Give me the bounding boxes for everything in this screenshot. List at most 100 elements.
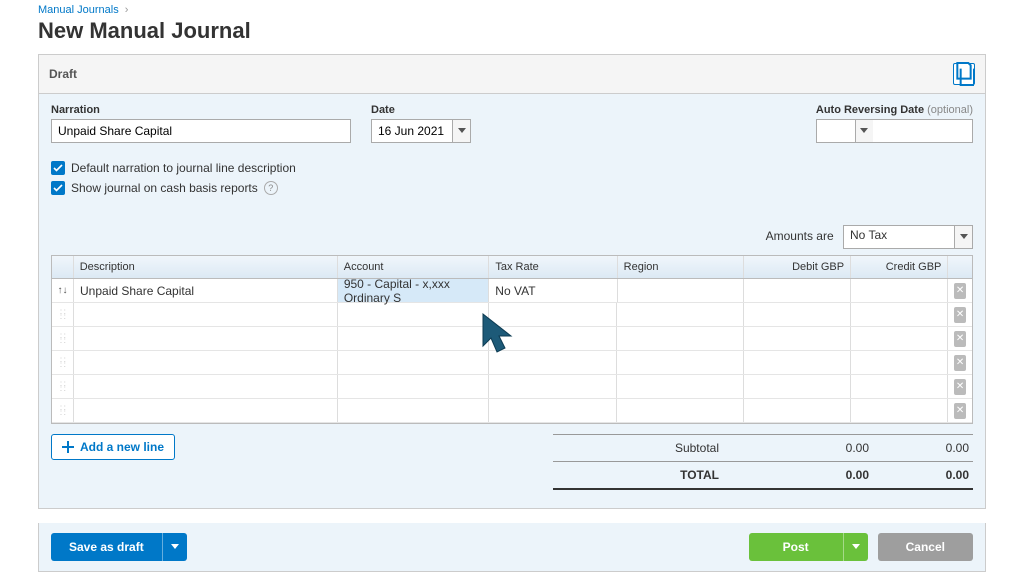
cell-delete: ✕ [948,375,972,398]
drag-handle[interactable]: ∷∷ [52,303,74,326]
amounts-are-value: No Tax [844,226,954,248]
add-line-button[interactable]: Add a new line [51,434,175,460]
copy-button[interactable] [953,63,975,85]
help-icon[interactable]: ? [264,181,278,195]
cell-region[interactable] [618,279,744,302]
date-field: Date [371,104,471,143]
cell-credit[interactable] [851,279,948,302]
narration-field: Narration [51,104,351,143]
drag-handle[interactable]: ↑↓ [52,279,74,302]
cell-tax-rate[interactable] [489,327,617,350]
delete-row-button[interactable]: ✕ [954,379,966,395]
delete-row-button[interactable]: ✕ [954,307,966,323]
cell-debit[interactable] [744,279,851,302]
amounts-are-label: Amounts are [766,229,834,243]
cell-delete: ✕ [948,399,972,422]
cell-region[interactable] [617,303,743,326]
cell-account[interactable] [338,351,490,374]
panel-header: Draft [39,55,985,94]
breadcrumb: Manual Journals › [0,0,1024,16]
table-row[interactable]: ∷∷ ✕ [52,303,972,327]
cell-description[interactable] [74,327,338,350]
cell-credit[interactable] [851,375,948,398]
cell-description[interactable] [74,375,338,398]
auto-rev-input[interactable] [817,120,855,142]
cell-description[interactable] [74,351,338,374]
col-region-header[interactable]: Region [618,256,744,278]
delete-row-button[interactable]: ✕ [954,331,966,347]
cell-tax-rate[interactable] [489,375,617,398]
auto-rev-picker[interactable] [816,119,973,143]
cell-debit[interactable] [744,351,851,374]
table-row[interactable]: ↑↓Unpaid Share Capital950 - Capital - x,… [52,279,972,303]
cell-tax-rate[interactable]: No VAT [489,279,617,302]
col-tax-header[interactable]: Tax Rate [489,256,617,278]
cell-debit[interactable] [744,375,851,398]
grid-footer: Add a new line Subtotal 0.00 0.00 TOTAL … [51,434,973,490]
date-dropdown-button[interactable] [452,120,470,142]
breadcrumb-sep: › [125,4,129,16]
cash-basis-checkbox-row[interactable]: Show journal on cash basis reports ? [51,181,973,195]
subtotal-debit: 0.00 [759,441,869,455]
col-description-header[interactable]: Description [74,256,338,278]
narration-input[interactable] [51,119,351,143]
cell-debit[interactable] [744,303,851,326]
col-account-header[interactable]: Account [338,256,490,278]
total-credit: 0.00 [869,468,969,482]
breadcrumb-parent[interactable]: Manual Journals [38,4,119,16]
drag-handle[interactable]: ∷∷ [52,351,74,374]
cancel-button[interactable]: Cancel [878,533,973,561]
save-draft-dropdown[interactable] [162,533,187,561]
cell-account[interactable] [338,303,490,326]
amounts-are-select[interactable]: No Tax [843,225,973,249]
drag-handle[interactable]: ∷∷ [52,399,74,422]
post-dropdown[interactable] [843,533,868,561]
cell-region[interactable] [617,351,743,374]
default-narration-checkbox-row[interactable]: Default narration to journal line descri… [51,161,973,175]
delete-row-button[interactable]: ✕ [954,283,966,299]
auto-rev-dropdown-button[interactable] [855,120,873,142]
col-credit-header[interactable]: Credit GBP [851,256,948,278]
cell-tax-rate[interactable] [489,351,617,374]
save-draft-button[interactable]: Save as draft [51,533,162,561]
cell-account[interactable] [338,375,490,398]
amounts-dropdown-button[interactable] [954,226,972,248]
cell-credit[interactable] [851,303,948,326]
date-picker[interactable] [371,119,471,143]
table-row[interactable]: ∷∷ ✕ [52,327,972,351]
cell-credit[interactable] [851,327,948,350]
cell-description[interactable]: Unpaid Share Capital [74,279,338,302]
cell-description[interactable] [74,399,338,422]
add-line-label: Add a new line [80,440,164,454]
cell-description[interactable] [74,303,338,326]
cell-region[interactable] [617,375,743,398]
table-row[interactable]: ∷∷ ✕ [52,399,972,423]
drag-handle[interactable]: ∷∷ [52,327,74,350]
totals: Subtotal 0.00 0.00 TOTAL 0.00 0.00 [553,434,973,490]
cell-delete: ✕ [948,327,972,350]
cell-delete: ✕ [948,279,972,302]
date-input[interactable] [372,120,452,142]
auto-rev-label-text: Auto Reversing Date [816,104,924,116]
cell-debit[interactable] [744,399,851,422]
cell-tax-rate[interactable] [489,303,617,326]
delete-row-button[interactable]: ✕ [954,403,966,419]
default-narration-label: Default narration to journal line descri… [71,161,296,175]
date-label: Date [371,104,471,116]
cell-tax-rate[interactable] [489,399,617,422]
post-button[interactable]: Post [749,533,843,561]
cell-debit[interactable] [744,327,851,350]
cell-region[interactable] [617,327,743,350]
table-row[interactable]: ∷∷ ✕ [52,351,972,375]
table-row[interactable]: ∷∷ ✕ [52,375,972,399]
cell-account[interactable] [338,399,490,422]
col-debit-header[interactable]: Debit GBP [744,256,851,278]
cell-region[interactable] [617,399,743,422]
cell-credit[interactable] [851,351,948,374]
drag-handle[interactable]: ∷∷ [52,375,74,398]
cell-credit[interactable] [851,399,948,422]
save-draft-split-button: Save as draft [51,533,187,561]
cell-account[interactable] [338,327,490,350]
cell-account[interactable]: 950 - Capital - x,xxx Ordinary S [338,279,489,302]
delete-row-button[interactable]: ✕ [954,355,966,371]
